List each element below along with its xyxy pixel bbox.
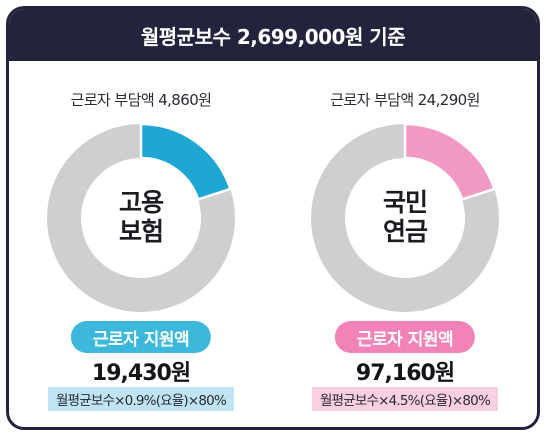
pension-label-text: 국민 연금 (382, 188, 428, 246)
pension-donut-chart (311, 122, 499, 312)
employment-support-pill: 근로자 지원액 (70, 321, 212, 353)
employment-formula: 월평균보수×0.9%(요율)×80% (48, 387, 234, 411)
donut-burden-slice (139, 122, 232, 202)
infographic-card: 월평균보수 2,699,000원 기준 근로자 부담액 4,860원 고용 보험… (6, 6, 540, 430)
donut-burden-slice (403, 122, 496, 202)
employment-support-amount: 19,430원 (91, 361, 191, 386)
pension-burden-label: 근로자 부담액 24,290원 (330, 91, 480, 109)
header-title: 월평균보수 2,699,000원 기준 (9, 9, 537, 61)
employment-insurance-panel: 근로자 부담액 4,860원 고용 보험 근로자 지원액 19,430원 월평균… (9, 61, 273, 427)
employment-donut-chart (47, 122, 235, 312)
pension-support-pill: 근로자 지원액 (334, 321, 476, 353)
pension-donut-label: 국민 연금 (306, 119, 504, 317)
employment-label-text: 고용 보험 (118, 188, 164, 246)
employment-burden-label: 근로자 부담액 4,860원 (70, 91, 212, 109)
national-pension-panel: 근로자 부담액 24,290원 국민 연금 근로자 지원액 97,160원 월평… (273, 61, 537, 427)
employment-donut-label: 고용 보험 (42, 119, 240, 317)
pension-formula: 월평균보수×4.5%(요율)×80% (312, 387, 498, 411)
pension-support-amount: 97,160원 (355, 361, 455, 386)
